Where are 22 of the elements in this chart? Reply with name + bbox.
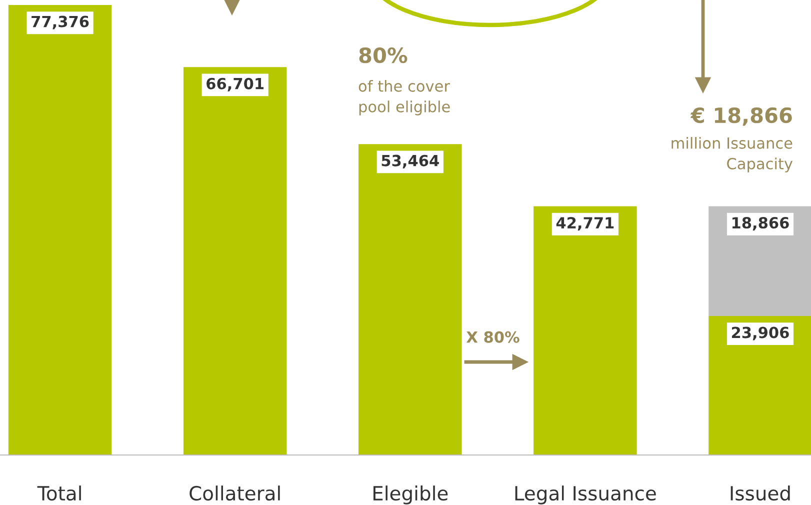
x-tick-label: Legal Issuance [515,486,656,504]
annotation: 80% [359,47,408,64]
data-label: 77,376 [32,16,89,30]
x-tick-label: Elegible [373,486,448,504]
x-tick-label: Collateral [190,486,280,501]
annotation: € 18,866 [690,107,792,126]
annotation: of the cover pool eligible [358,80,450,116]
data-label: 42,771 [556,216,614,231]
bar [708,316,811,455]
bar [8,5,112,455]
x-tick-label: Total [37,486,81,501]
x-tick-label: Issued [730,486,790,501]
bar [358,144,462,455]
annotation: X 80% [466,331,520,343]
data-label: 53,464 [382,154,439,168]
bar [534,206,637,455]
data-label: 23,906 [732,326,789,340]
annotation: million Issuance Capacity [672,137,793,172]
bar [183,67,287,455]
data-label: 66,701 [206,78,264,92]
data-label: 18,866 [732,216,789,230]
bar [708,206,811,316]
